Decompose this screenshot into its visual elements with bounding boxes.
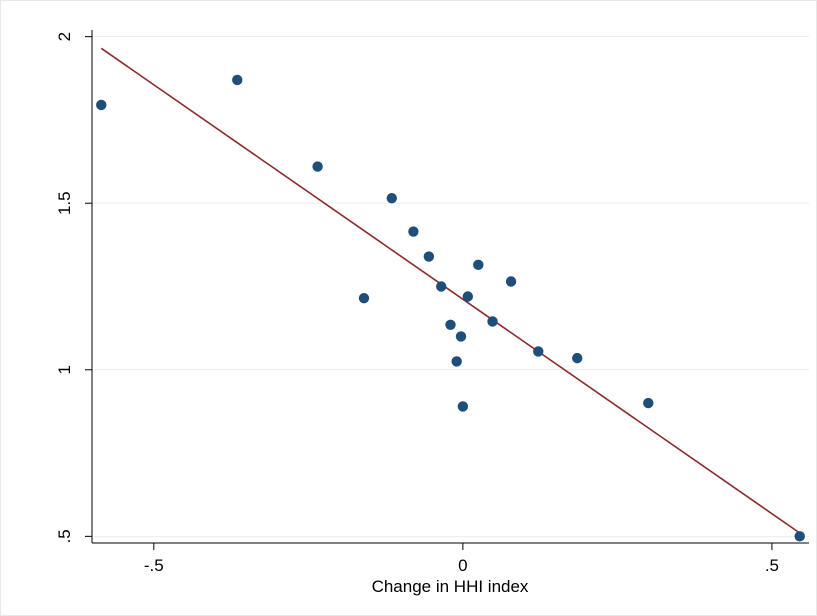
grid-layer — [92, 36, 809, 537]
y-tick-label-2: 1.5 — [55, 191, 74, 215]
x-tick-label-2: .5 — [765, 556, 779, 575]
data-point-6 — [423, 251, 435, 262]
data-point-1 — [232, 74, 243, 86]
ticks-layer: .5 1 1.5 2 -.5 0 .5 — [55, 32, 779, 575]
data-point-9 — [451, 356, 462, 367]
points-layer — [96, 74, 805, 542]
axes-layer — [91, 30, 809, 544]
data-point-8 — [445, 319, 456, 331]
data-point-12 — [462, 291, 474, 302]
data-point-2 — [312, 161, 323, 172]
y-tick-label-3: 2 — [55, 32, 74, 41]
data-point-16 — [533, 346, 544, 357]
y-tick-label-0: .5 — [55, 529, 74, 543]
data-point-10 — [455, 331, 467, 342]
data-point-17 — [572, 352, 583, 364]
data-point-18 — [643, 397, 654, 409]
data-point-0 — [96, 99, 107, 111]
fitted-line — [100, 47, 801, 534]
data-point-11 — [457, 401, 469, 412]
fit-line-layer — [100, 47, 801, 534]
data-point-14 — [487, 316, 498, 327]
data-point-15 — [505, 276, 517, 287]
x-tick-label-1: 0 — [458, 556, 467, 575]
data-point-7 — [436, 281, 447, 292]
data-point-3 — [358, 292, 370, 304]
data-point-4 — [386, 193, 397, 204]
data-point-5 — [408, 226, 419, 237]
data-point-19 — [794, 531, 805, 542]
data-point-13 — [473, 259, 484, 271]
y-tick-label-1: 1 — [55, 365, 74, 374]
x-tick-label-0: -.5 — [144, 556, 164, 575]
x-axis-title: Change in HHI index — [372, 577, 529, 596]
